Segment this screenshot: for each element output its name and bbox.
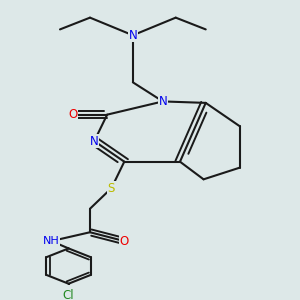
Text: NH: NH (43, 236, 60, 246)
Text: N: N (90, 135, 99, 148)
Text: N: N (158, 95, 167, 108)
Text: Cl: Cl (63, 289, 74, 300)
Text: S: S (108, 182, 115, 195)
Text: N: N (128, 29, 137, 42)
Text: O: O (68, 108, 77, 121)
Text: O: O (120, 235, 129, 248)
